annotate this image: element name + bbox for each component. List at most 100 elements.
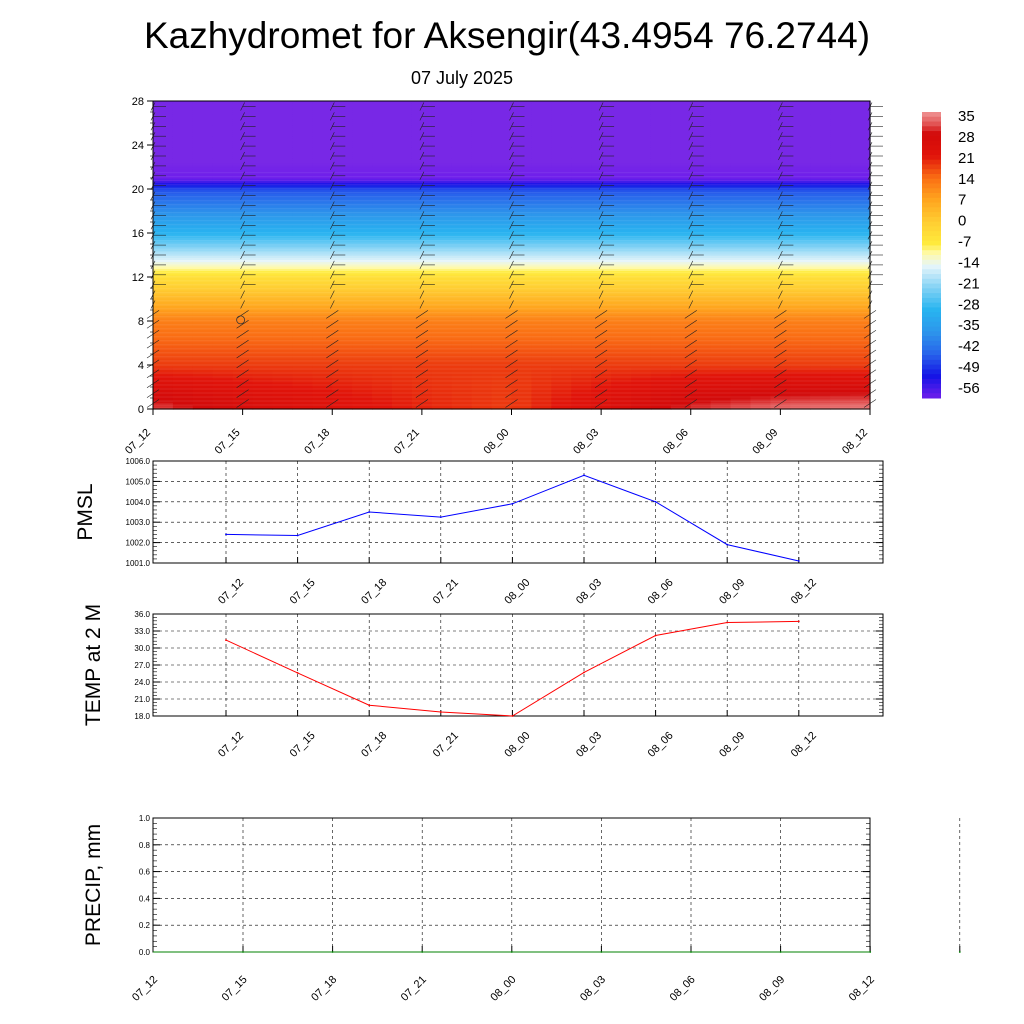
heatmap-cell: [690, 387, 712, 390]
heatmap-cell: [650, 224, 672, 227]
heatmap-cell: [631, 114, 652, 117]
heatmap-cell: [690, 140, 712, 144]
heatmap-cell: [591, 294, 612, 298]
heatmap-cell: [790, 129, 811, 133]
heatmap-cell: [491, 268, 513, 271]
heatmap-cell: [272, 164, 294, 168]
heatmap-cell: [192, 329, 214, 333]
heatmap-cell: [531, 296, 552, 300]
heatmap-cell: [411, 127, 433, 131]
heatmap-cell: [411, 338, 433, 342]
heatmap-cell: [252, 213, 274, 216]
heatmap-cell: [451, 288, 473, 291]
heatmap-cell: [252, 395, 274, 399]
heatmap-cell: [551, 230, 572, 234]
heatmap-cell: [611, 296, 632, 300]
heatmap-cell: [411, 323, 433, 326]
heatmap-cell: [332, 156, 353, 159]
heatmap-cell: [730, 338, 752, 342]
heatmap-cell: [591, 219, 612, 223]
heatmap-cell: [232, 318, 254, 322]
heatmap-cell: [292, 127, 313, 131]
heatmap-cell: [352, 235, 373, 238]
heatmap-cell: [411, 274, 433, 278]
heatmap-cell: [830, 105, 851, 109]
heatmap-cell: [710, 164, 732, 168]
heatmap-cell: [491, 239, 513, 243]
heatmap-cell: [431, 123, 453, 126]
heatmap-cell: [332, 105, 353, 109]
heatmap-cell: [252, 373, 274, 377]
heatmap-cell: [471, 228, 493, 232]
heatmap-cell: [451, 180, 473, 183]
heatmap-cell: [631, 349, 652, 353]
heatmap-cell: [372, 140, 393, 144]
heatmap-cell: [212, 327, 234, 331]
heatmap-cell: [272, 189, 294, 192]
heatmap-cell: [770, 380, 791, 384]
heatmap-cell: [411, 101, 433, 104]
heatmap-cell: [730, 371, 752, 375]
heatmap-cell: [511, 156, 533, 159]
heatmap-cell: [212, 101, 234, 104]
heatmap-cell: [571, 404, 592, 408]
heatmap-cell: [232, 112, 254, 115]
heatmap-cell: [411, 305, 433, 309]
heatmap-cell: [770, 112, 791, 115]
heatmap-cell: [232, 105, 254, 109]
heatmap-cell: [770, 318, 791, 322]
heatmap-cell: [631, 255, 652, 258]
heatmap-cell: [451, 162, 473, 166]
heatmap-cell: [830, 142, 851, 146]
heatmap-cell: [770, 140, 791, 144]
heatmap-cell: [710, 211, 732, 214]
heatmap-cell: [511, 356, 533, 359]
heatmap-cell: [670, 369, 692, 373]
heatmap-cell: [531, 244, 552, 247]
heatmap-cell: [431, 246, 453, 249]
heatmap-cell: [392, 250, 413, 254]
heatmap-cell: [670, 329, 692, 333]
heatmap-cell: [172, 200, 194, 203]
heatmap-cell: [172, 329, 194, 333]
heatmap-cell: [810, 376, 831, 379]
heatmap-cell: [770, 261, 791, 265]
heatmap-cell: [551, 325, 572, 329]
heatmap-cell: [650, 349, 672, 353]
heatmap-cell: [312, 197, 333, 201]
heatmap-cell: [372, 387, 393, 390]
heatmap-cell: [531, 109, 552, 113]
heatmap-cell: [153, 118, 174, 122]
heatmap-cell: [511, 109, 533, 113]
heatmap-cell: [790, 310, 811, 313]
heatmap-cell: [272, 248, 294, 252]
heatmap-cell: [431, 237, 453, 241]
heatmap-cell: [710, 147, 732, 150]
heatmap-cell: [491, 134, 513, 137]
heatmap-cell: [611, 294, 632, 298]
heatmap-cell: [153, 107, 174, 111]
heatmap-cell: [710, 149, 732, 153]
heatmap-cell: [511, 338, 533, 342]
heatmap-cell: [212, 178, 234, 181]
heatmap-cell: [392, 402, 413, 406]
heatmap-cell: [292, 391, 313, 395]
heatmap-cell: [471, 186, 493, 190]
heatmap-cell: [790, 349, 811, 353]
heatmap-cell: [631, 153, 652, 157]
heatmap-cell: [372, 391, 393, 395]
heatmap-cell: [411, 167, 433, 170]
heatmap-cell: [830, 356, 851, 359]
heatmap-cell: [372, 312, 393, 315]
heatmap-cell: [511, 131, 533, 135]
heatmap-cell: [631, 228, 652, 232]
heatmap-cell: [471, 323, 493, 326]
heatmap-cell: [172, 305, 194, 309]
heatmap-cell: [650, 277, 672, 280]
heatmap-cell: [551, 277, 572, 280]
heatmap-cell: [670, 233, 692, 236]
heatmap-cell: [392, 167, 413, 170]
heatmap-cell: [551, 266, 572, 269]
heatmap-cell: [551, 250, 572, 254]
